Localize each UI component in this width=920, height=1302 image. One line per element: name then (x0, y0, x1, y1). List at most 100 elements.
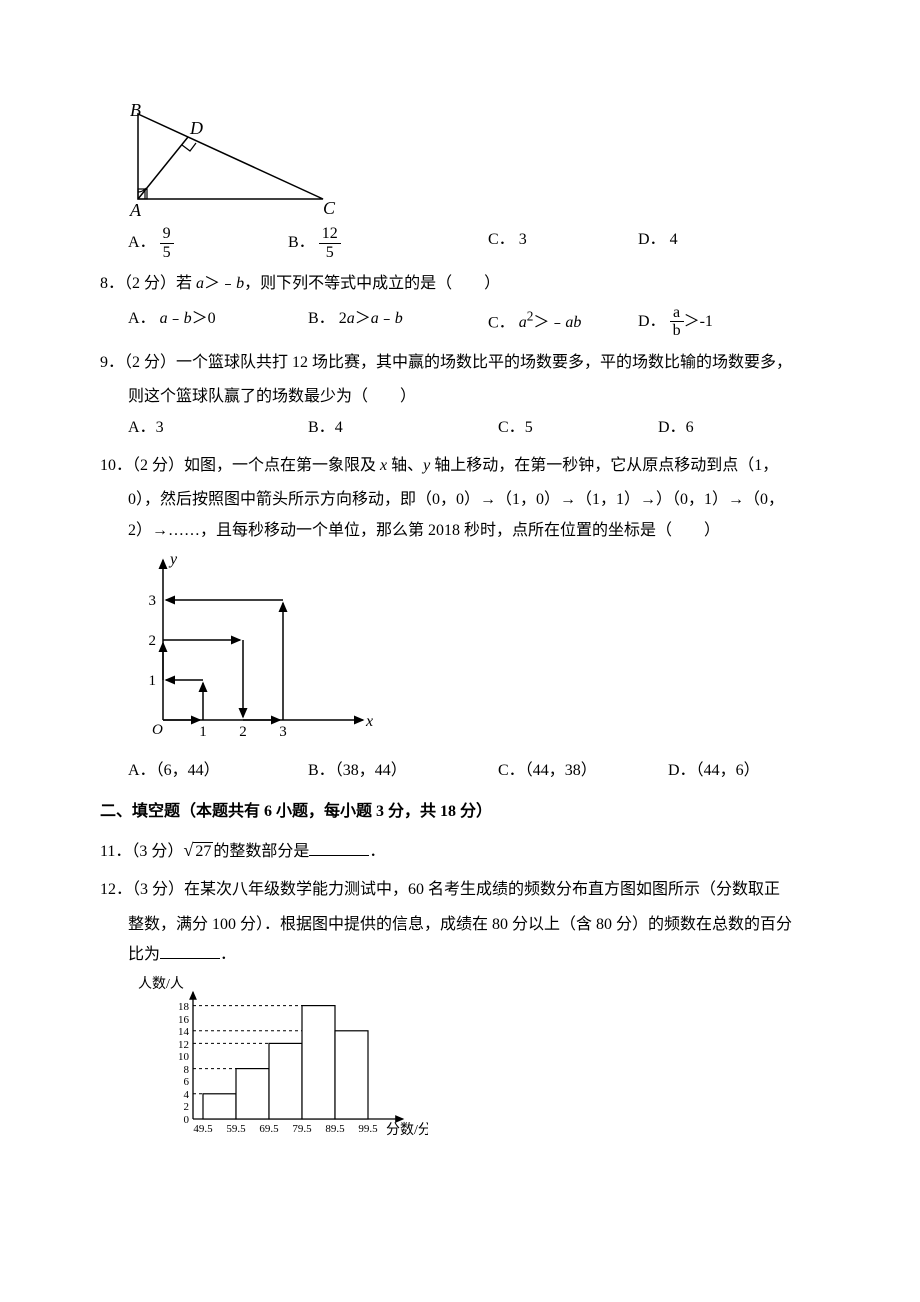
q8-D-suffix: ＞-1 (684, 312, 713, 329)
q12-number: 12． (100, 881, 132, 898)
q8-A-expr: a﹣b＞0 (160, 310, 216, 327)
xt4: 89.5 (325, 1123, 345, 1135)
q10-option-C: C．（44，38） (498, 756, 668, 786)
q8-D-num: a (670, 304, 684, 323)
q10-stem-line1: 如图，一个点在第一象限及 x 轴、y 轴上移动，在第一秒钟，它从原点移动到点（1… (184, 457, 778, 474)
q10-option-D: D．（44，6） (668, 756, 788, 786)
label-B: B (130, 104, 141, 120)
option-label-B: B． (308, 310, 335, 327)
q8-option-B: B． 2a＞a﹣b (308, 304, 488, 340)
q10-stem-line3: 2）→……，且每秒移动一个单位，那么第 2018 秒时，点所在位置的坐标是（ ） (128, 516, 820, 546)
x-axis-label: x (365, 713, 373, 730)
option-label-D: D． (638, 231, 666, 248)
q8-option-A: A． a﹣b＞0 (128, 304, 308, 340)
label-C: C (323, 198, 336, 218)
yt14: 14 (178, 1026, 190, 1038)
q9-A-value: 3 (156, 419, 164, 436)
option-label-A: A． (128, 762, 156, 779)
q8-option-D: D． a b ＞-1 (638, 304, 758, 340)
yt8: 8 (184, 1064, 190, 1076)
option-label-C: C． (498, 419, 525, 436)
question-7: B D A C A． 9 5 B． 12 5 C． 3 (100, 104, 820, 261)
q8-C-expr: a2＞﹣ab (519, 314, 582, 331)
xt0: 49.5 (193, 1123, 213, 1135)
q8-number: 8． (100, 275, 124, 292)
q7-B-fraction: 12 5 (319, 225, 341, 261)
xt3: 79.5 (292, 1123, 312, 1135)
y-tick-2: 2 (149, 633, 157, 649)
yt6: 6 (184, 1076, 190, 1088)
xt5: 99.5 (358, 1123, 378, 1135)
option-label-A: A． (128, 310, 156, 327)
question-10: 10．（2 分）如图，一个点在第一象限及 x 轴、y 轴上移动，在第一秒钟，它从… (100, 451, 820, 787)
yt10: 10 (178, 1051, 190, 1063)
q7-option-C: C． 3 (488, 225, 638, 261)
q10-number: 10． (100, 457, 132, 474)
q10-option-A: A．（6，44） (128, 756, 308, 786)
label-D: D (189, 118, 203, 138)
option-label-D: D． (668, 762, 696, 779)
option-label-C: C． (498, 762, 525, 779)
q11-blank (309, 839, 369, 856)
q10-D-value: （44，6） (696, 762, 760, 779)
page-container: B D A C A． 9 5 B． 12 5 C． 3 (0, 0, 920, 1212)
yt2: 2 (184, 1101, 190, 1113)
q9-stem-line2: 则这个篮球队赢了的场数最少为（ ） (128, 382, 820, 412)
option-label-D: D． (638, 312, 666, 329)
q7-B-num: 12 (319, 225, 341, 244)
q7-option-D: D． 4 (638, 225, 738, 261)
origin-label: O (152, 722, 163, 738)
sqrt-27: √27 (183, 833, 213, 867)
yt0: 0 (184, 1114, 190, 1126)
q8-options: A． a﹣b＞0 B． 2a＞a﹣b C． a2＞﹣ab D． a b ＞-1 (128, 304, 820, 340)
q12-points: （3 分） (132, 881, 184, 898)
q8-stem: 若 a＞﹣b，则下列不等式中成立的是（ ） (176, 275, 500, 292)
xt2: 69.5 (259, 1123, 279, 1135)
q12-stem-line2: 整数，满分 100 分）．根据图中提供的信息，成绩在 80 分以上（含 80 分… (128, 910, 820, 940)
yt4: 4 (184, 1089, 190, 1101)
q7-option-B: B． 12 5 (288, 225, 488, 261)
option-label-C: C． (488, 231, 515, 248)
xt1: 59.5 (226, 1123, 246, 1135)
q12-blank (160, 942, 220, 959)
q9-option-D: D．6 (658, 413, 758, 443)
q7-triangle-figure: B D A C (128, 104, 338, 219)
y-tick-1: 1 (149, 673, 157, 689)
y-axis-label: y (168, 551, 178, 568)
question-9: 9．（2 分）一个篮球队共打 12 场比赛，其中赢的场数比平的场数要多，平的场数… (100, 348, 820, 443)
q10-options: A．（6，44） B．（38，44） C．（44，38） D．（44，6） (128, 756, 820, 786)
label-A: A (129, 200, 142, 219)
q9-option-A: A．3 (128, 413, 308, 443)
y-tick-3: 3 (149, 593, 157, 609)
q8-D-den: b (670, 322, 684, 340)
q12-stem-line1: 在某次八年级数学能力测试中，60 名考生成绩的频数分布直方图如图所示（分数取正 (184, 881, 780, 898)
q10-stem-line2: 0），然后按照图中箭头所示方向移动，即（0，0）→（1，0）→（1，1）→）（0… (128, 485, 820, 515)
question-11: 11．（3 分）√27的整数部分是． (100, 833, 820, 867)
q9-number: 9． (100, 354, 124, 371)
q11-points: （3 分） (131, 843, 183, 860)
q7-A-num: 9 (160, 225, 174, 244)
x-tick-1: 1 (199, 724, 207, 740)
q9-D-value: 6 (686, 419, 694, 436)
q10-C-value: （44，38） (525, 762, 597, 779)
q10-option-B: B．（38，44） (308, 756, 498, 786)
option-label-D: D． (658, 419, 686, 436)
hist-ylabel: 人数/人 (138, 976, 184, 992)
q8-points: （2 分） (124, 275, 176, 292)
q9-B-value: 4 (335, 419, 343, 436)
q11-number: 11． (100, 843, 131, 860)
q7-A-den: 5 (160, 244, 174, 262)
q9-option-B: B．4 (308, 413, 498, 443)
x-tick-3: 3 (279, 724, 287, 740)
q11-radicand: 27 (193, 842, 213, 860)
q12-line3-prefix: 比为 (128, 946, 160, 963)
question-12: 12．（3 分）在某次八年级数学能力测试中，60 名考生成绩的频数分布直方图如图… (100, 875, 820, 1144)
x-tick-2: 2 (239, 724, 247, 740)
question-8: 8．（2 分）若 a＞﹣b，则下列不等式中成立的是（ ） A． a﹣b＞0 B．… (100, 269, 820, 340)
option-label-A: A． (128, 419, 156, 436)
q12-histogram: 人数/人 0 2 4 6 8 10 12 14 16 18 (128, 974, 428, 1144)
q10-points: （2 分） (132, 457, 184, 474)
option-label-C: C． (488, 314, 515, 331)
q9-option-C: C．5 (498, 413, 658, 443)
q9-stem-line1: 一个篮球队共打 12 场比赛，其中赢的场数比平的场数要多，平的场数比输的场数要多… (176, 354, 792, 371)
